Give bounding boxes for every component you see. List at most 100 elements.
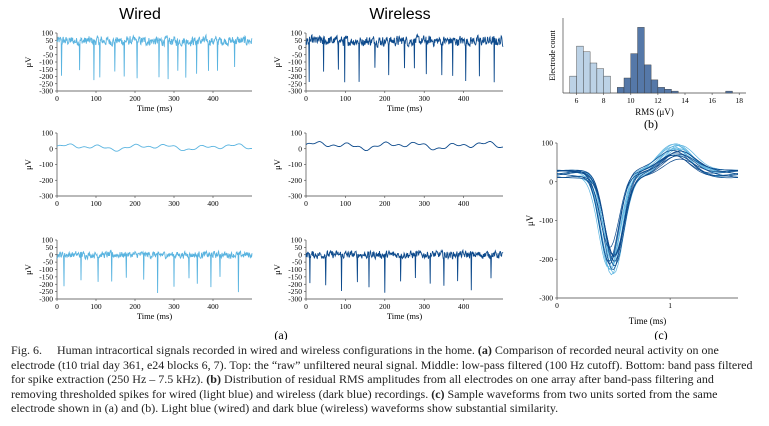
y-tick-label: -150: [288, 65, 302, 74]
y-tick-label: -250: [288, 79, 302, 88]
hist-x-tick-label: 10: [627, 96, 635, 105]
wireless-trace-bandpass: [305, 248, 504, 293]
wave-y-tick-label: -100: [539, 216, 553, 225]
y-tick-label: -250: [288, 287, 302, 296]
wireless-hist-bar: [725, 90, 733, 94]
hist-y-axis-label: Electrode count: [548, 30, 557, 81]
x-tick-label: 0: [304, 199, 308, 208]
y-tick-label: -100: [39, 58, 53, 67]
x-tick-label: 400: [458, 94, 470, 103]
y-tick-label: -200: [39, 280, 53, 289]
y-tick-label: -300: [288, 295, 302, 304]
y-tick-label: 0: [298, 43, 302, 52]
y-tick-label: -150: [39, 65, 53, 74]
x-axis-label: Time (ms): [137, 311, 173, 321]
wireless-waveform: [556, 149, 739, 265]
hist-x-tick-label: 14: [681, 96, 689, 105]
wired-waveform: [556, 143, 739, 268]
caption-a-text: Comparison of recorded neural activity o…: [11, 343, 753, 387]
caption-a-tag: (a): [477, 343, 492, 357]
y-tick-label: 100: [291, 236, 303, 245]
x-tick-label: 300: [419, 94, 431, 103]
wired-waveform: [556, 145, 739, 258]
x-tick-label: 400: [207, 94, 219, 103]
wave-y-axis-label: μV: [525, 214, 535, 226]
y-tick-label: -200: [39, 176, 53, 185]
y-tick-label: -100: [288, 265, 302, 274]
hist-x-tick-label: 16: [708, 96, 716, 105]
x-tick-label: 100: [340, 94, 352, 103]
wave-x-axis-label: Time (ms): [629, 316, 666, 326]
hist-x-tick-label: 12: [654, 96, 662, 105]
wireless-waveform: [557, 150, 738, 256]
x-tick-label: 200: [129, 94, 141, 103]
y-tick-label: 50: [46, 243, 54, 252]
y-tick-label: 100: [291, 129, 303, 138]
wave-y-tick-label: -200: [539, 255, 553, 264]
x-tick-label: 300: [168, 302, 180, 311]
x-tick-label: 200: [379, 302, 391, 311]
x-axis-label: Time (ms): [137, 103, 173, 113]
y-tick-label: -100: [288, 58, 302, 67]
x-axis-label: Time (ms): [387, 103, 423, 113]
wired-waveform: [557, 145, 739, 266]
y-tick-label: -200: [39, 72, 53, 81]
x-tick-label: 0: [304, 94, 308, 103]
y-tick-label: -200: [288, 176, 302, 185]
caption-intro: Human intracortical signals recorded in …: [57, 343, 478, 357]
wired-waveform: [556, 146, 739, 262]
x-tick-label: 400: [458, 302, 470, 311]
y-axis-label: μV: [23, 263, 33, 275]
wireless-hist-bar: [671, 90, 679, 94]
x-tick-label: 300: [419, 302, 431, 311]
hist-x-tick-label: 8: [602, 96, 606, 105]
y-tick-label: -300: [288, 87, 302, 96]
x-tick-label: 100: [340, 199, 352, 208]
wired-hist-bar: [583, 51, 591, 94]
figure-caption: Fig. 6. Human intracortical signals reco…: [11, 343, 761, 416]
wave-y-tick-label: -300: [539, 294, 553, 303]
figure-6: Wired Wireless (a) (b) (c) 100500-50-100…: [23, 6, 746, 340]
wireless-waveform: [556, 155, 739, 263]
panel-label-b: (b): [644, 117, 658, 131]
wired-hist-bar: [589, 62, 598, 94]
y-axis-label: μV: [272, 263, 282, 275]
x-axis-label: Time (ms): [387, 311, 423, 321]
x-tick-label: 0: [55, 302, 59, 311]
y-tick-label: 50: [295, 243, 303, 252]
wired-hist-bar: [576, 45, 584, 94]
x-tick-label: 400: [207, 199, 219, 208]
wired-waveform: [556, 143, 739, 276]
x-tick-label: 0: [55, 94, 59, 103]
y-tick-label: -50: [43, 258, 53, 267]
y-tick-label: -100: [39, 160, 53, 169]
wireless-trace-lfp: [305, 141, 503, 152]
wired-hist-bar: [596, 68, 604, 94]
x-tick-label: 0: [55, 199, 59, 208]
x-tick-label: 100: [90, 302, 102, 311]
y-tick-label: 50: [295, 36, 303, 45]
hist-x-axis-label: RMS (μV): [635, 107, 674, 117]
panel-label-c: (c): [654, 328, 667, 340]
y-axis-label: μV: [272, 158, 282, 170]
x-tick-label: 0: [304, 302, 308, 311]
y-tick-label: 0: [49, 43, 53, 52]
column-title-wired: Wired: [119, 6, 161, 23]
y-tick-label: -250: [39, 287, 53, 296]
wireless-hist-bar: [650, 79, 659, 94]
y-tick-label: -150: [288, 272, 302, 281]
wave-x-tick-label: 0: [555, 301, 559, 310]
x-tick-label: 300: [168, 199, 180, 208]
y-tick-label: 100: [291, 29, 303, 38]
y-tick-label: 0: [298, 250, 302, 259]
y-tick-label: -100: [39, 265, 53, 274]
x-tick-label: 200: [129, 199, 141, 208]
y-tick-label: -50: [292, 258, 302, 267]
y-tick-label: -100: [288, 160, 302, 169]
x-tick-label: 200: [129, 302, 141, 311]
y-axis-label: μV: [23, 158, 33, 170]
y-tick-label: -50: [292, 50, 302, 59]
wireless-waveform: [556, 158, 739, 266]
wireless-hist-bar: [657, 87, 665, 94]
x-tick-label: 100: [340, 302, 352, 311]
